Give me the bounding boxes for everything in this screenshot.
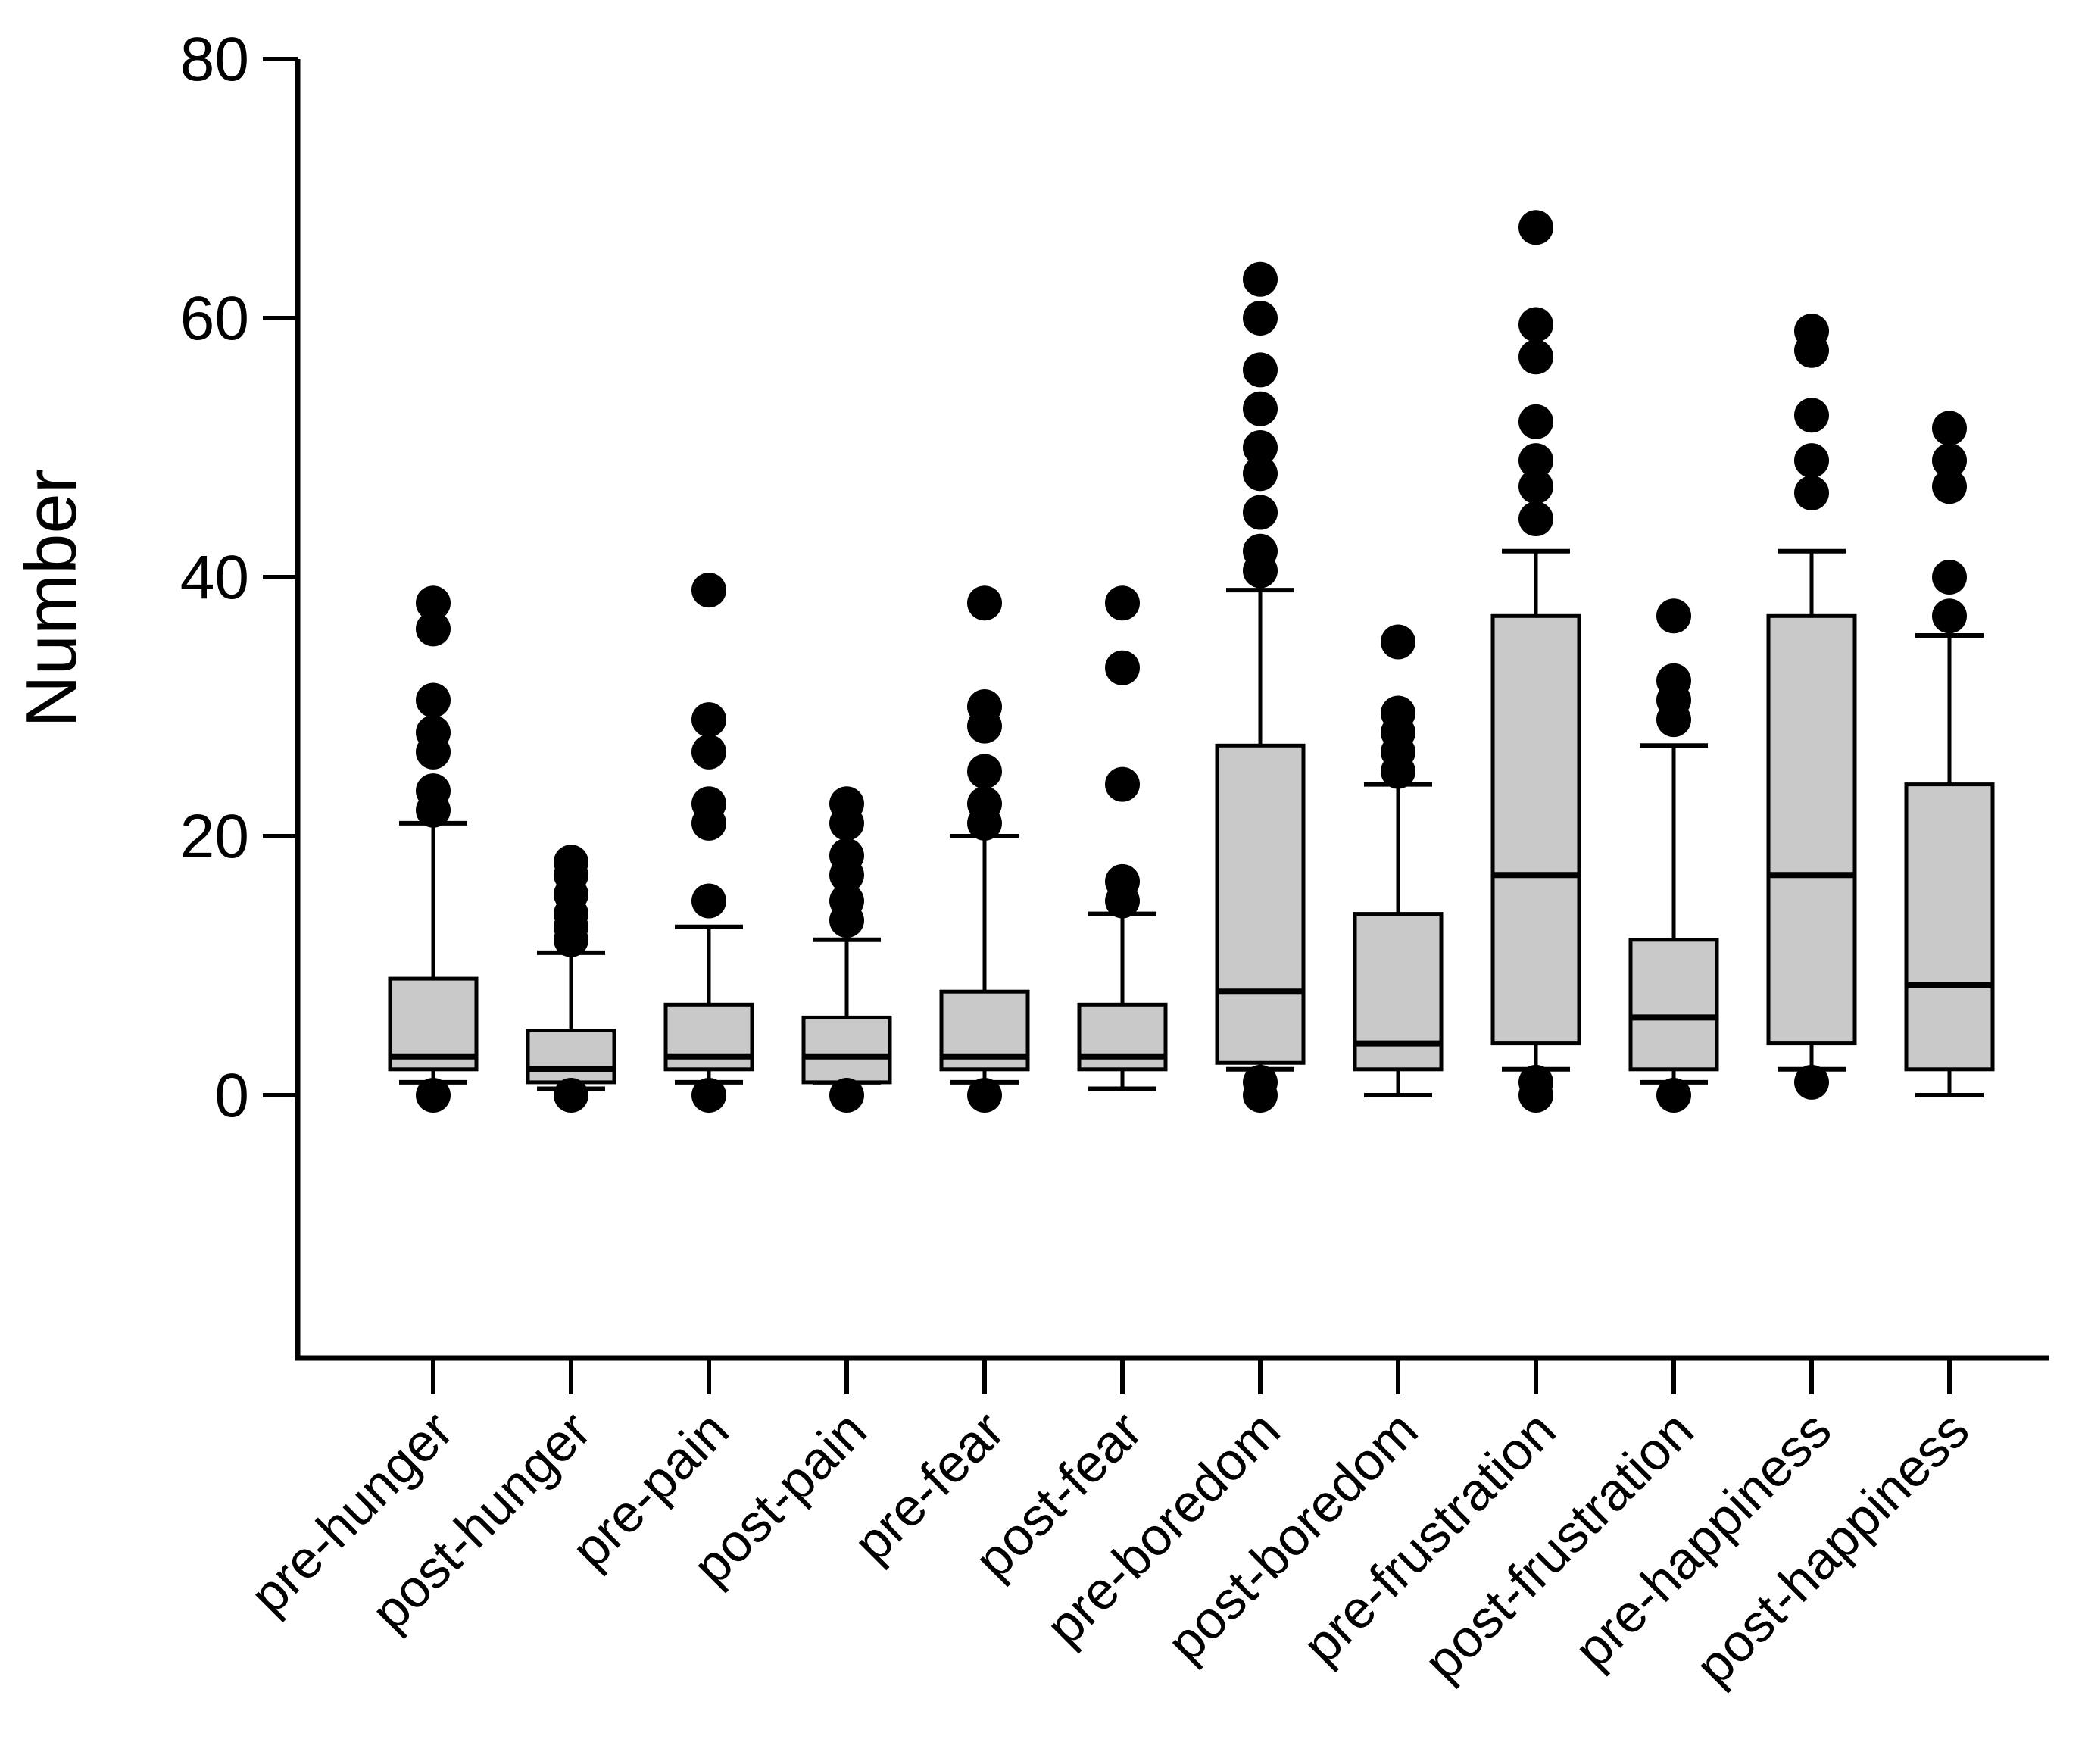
outlier-dot-pre-happiness [1794, 443, 1829, 479]
outlier-dot-pre-boredom [1243, 301, 1278, 336]
outlier-dot-pre-boredom [1243, 352, 1278, 388]
box-pre-pain [663, 1002, 754, 1072]
box-post-frustration [1628, 938, 1719, 1072]
outlier-dot-pre-frustration [1518, 307, 1553, 342]
outlier-dot-pre-boredom [1243, 1078, 1278, 1113]
outlier-dot-post-frustration [1656, 663, 1691, 698]
outlier-dot-pre-frustration [1518, 339, 1553, 375]
outlier-dot-pre-pain [691, 734, 726, 770]
outlier-dot-pre-hunger [416, 585, 451, 621]
box-post-fear [1077, 1002, 1168, 1072]
outlier-dot-post-happiness [1932, 560, 1967, 595]
outlier-dot-pre-frustration [1518, 404, 1553, 439]
outlier-dot-post-fear [1105, 766, 1140, 802]
outlier-dot-pre-happiness [1794, 398, 1829, 433]
outlier-dot-pre-fear [967, 754, 1002, 789]
box-pre-frustration [1490, 613, 1581, 1046]
y-tick-label: 60 [180, 284, 249, 353]
box-post-happiness [1904, 782, 1995, 1072]
outlier-dot-pre-frustration [1518, 501, 1553, 537]
y-tick-label: 80 [180, 25, 249, 94]
y-tick-label: 0 [214, 1061, 249, 1130]
box-post-pain [801, 1015, 892, 1085]
outlier-dot-post-happiness [1932, 411, 1967, 446]
outlier-dot-post-fear [1105, 585, 1140, 621]
y-tick-label: 20 [180, 802, 249, 871]
box-post-hunger [526, 1029, 616, 1085]
outlier-dot-pre-boredom [1243, 391, 1278, 426]
outlier-dot-pre-pain [691, 786, 726, 822]
outlier-dot-post-frustration [1656, 598, 1691, 634]
outlier-dot-post-hunger [554, 845, 588, 880]
outlier-dot-pre-frustration [1518, 210, 1553, 245]
outlier-dot-pre-pain [691, 702, 726, 738]
outlier-dot-pre-pain [691, 1078, 726, 1113]
y-tick-label: 40 [180, 543, 249, 612]
outlier-dot-pre-hunger [416, 611, 451, 647]
outlier-dot-post-hunger [554, 1078, 588, 1113]
y-axis-title: Number [11, 469, 92, 727]
outlier-dot-post-happiness [1932, 469, 1967, 504]
outlier-dot-pre-happiness [1794, 1064, 1829, 1100]
outlier-dot-post-frustration [1656, 1078, 1691, 1113]
outlier-dot-pre-boredom [1243, 495, 1278, 530]
outlier-dot-pre-hunger [416, 682, 451, 718]
outlier-dot-pre-frustration [1518, 1078, 1553, 1113]
outlier-dot-post-boredom [1381, 624, 1415, 660]
outlier-dot-pre-hunger [416, 1078, 451, 1113]
outlier-dot-pre-boredom [1243, 456, 1278, 492]
outlier-dot-post-fear [1105, 650, 1140, 685]
outlier-dot-post-fear [1105, 863, 1140, 899]
outlier-dot-pre-hunger [416, 715, 451, 751]
outlier-dot-pre-happiness [1794, 475, 1829, 510]
outlier-dot-pre-boredom [1243, 261, 1278, 297]
outlier-dot-pre-fear [967, 786, 1002, 822]
outlier-dot-pre-pain [691, 883, 726, 919]
box-pre-boredom [1215, 743, 1306, 1065]
box-pre-happiness [1766, 613, 1857, 1046]
outlier-dot-post-pain [829, 838, 864, 873]
outlier-dot-pre-pain [691, 573, 726, 608]
outlier-dot-post-boredom [1381, 695, 1415, 731]
outlier-dot-pre-fear [967, 585, 1002, 621]
outlier-dot-pre-happiness [1794, 314, 1829, 349]
outlier-dot-post-happiness [1932, 443, 1967, 479]
outlier-dot-pre-boredom [1243, 430, 1278, 465]
outlier-dot-pre-frustration [1518, 443, 1553, 479]
outlier-dot-post-pain [829, 1078, 864, 1113]
outlier-dot-pre-frustration [1518, 469, 1553, 504]
outlier-dot-pre-hunger [416, 773, 451, 809]
plot-area: 020406080pre-hungerpost-hungerpre-painpo… [180, 25, 2049, 1696]
outlier-dot-pre-fear [967, 1078, 1002, 1113]
outlier-dot-post-pain [829, 786, 864, 822]
outlier-dot-post-happiness [1932, 598, 1967, 634]
outlier-dot-pre-fear [967, 689, 1002, 724]
outlier-dot-post-pain [829, 883, 864, 919]
outlier-dot-pre-boredom [1243, 533, 1278, 569]
